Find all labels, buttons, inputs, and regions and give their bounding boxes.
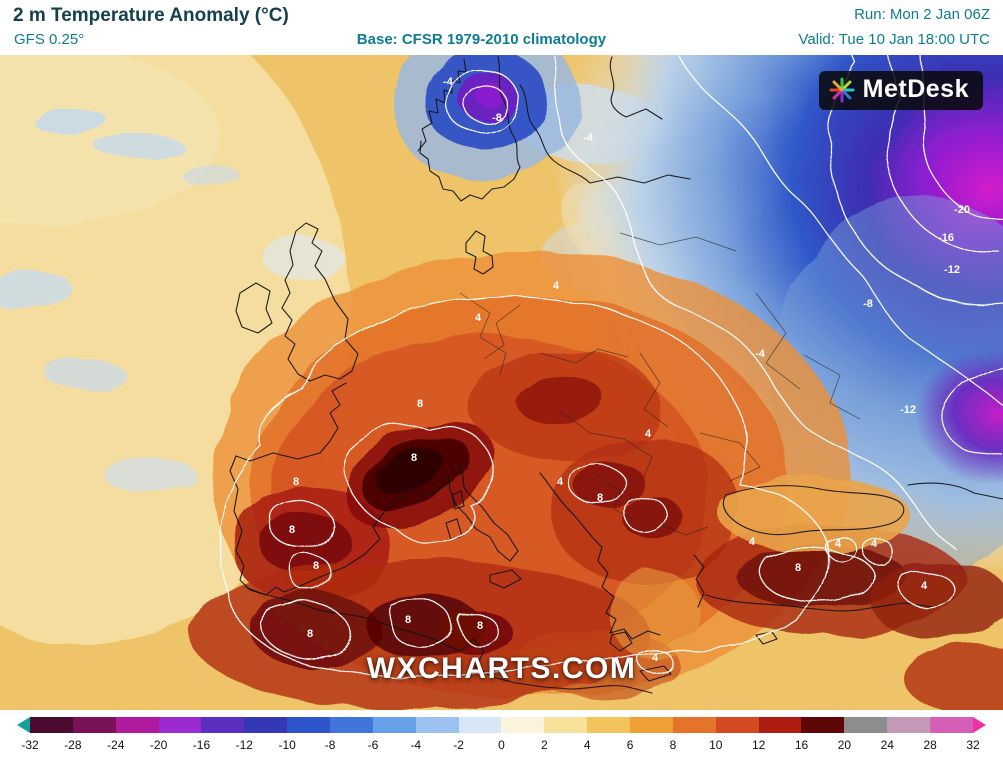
colorbar-segment bbox=[672, 717, 716, 733]
colorbar-tick-label: 6 bbox=[626, 738, 634, 752]
contour-value-label: 8 bbox=[313, 560, 319, 572]
colorbar-segment bbox=[630, 717, 673, 733]
colorbar-tick-label: -16 bbox=[192, 738, 211, 752]
colorbar: -32 -28 -24 -20 -16 -12 -10 -8 -6 -4 -2 0 2 4 6 8 10 12 16… bbox=[0, 710, 1003, 768]
contour-value-label: 4 bbox=[749, 536, 756, 548]
colorbar-tick-label: 20 bbox=[837, 738, 852, 752]
contour-value-label: 8 bbox=[405, 614, 411, 626]
contour-value-label: -20 bbox=[954, 204, 970, 216]
watermark: WXCHARTS.COM bbox=[366, 652, 637, 685]
colorbar-tick-label: 4 bbox=[583, 738, 591, 752]
contour-value-label: 4 bbox=[557, 476, 564, 488]
contour-value-label: 8 bbox=[411, 452, 417, 464]
colorbar-tick-label: 8 bbox=[669, 738, 677, 752]
colorbar-bar bbox=[17, 717, 986, 733]
contour-value-label: 8 bbox=[417, 398, 423, 410]
contour-value-label: -8 bbox=[863, 298, 873, 310]
contour-value-label: 8 bbox=[307, 628, 313, 640]
colorbar-tick-label: 24 bbox=[880, 738, 894, 752]
contour-value-label: 8 bbox=[477, 620, 483, 632]
colorbar-segment bbox=[115, 717, 159, 733]
colorbar-segment bbox=[372, 717, 416, 733]
colorbar-tick-label: -12 bbox=[235, 738, 253, 752]
colorbar-segment bbox=[544, 717, 588, 733]
colorbar-tick-label: -8 bbox=[324, 738, 336, 752]
colorbar-arrow-right bbox=[973, 717, 986, 733]
colorbar-segment bbox=[158, 717, 202, 733]
model-label: GFS 0.25° bbox=[14, 31, 85, 48]
colorbar-tick-label: -28 bbox=[64, 738, 82, 752]
run-time-label: Run: Mon 2 Jan 06Z bbox=[854, 6, 990, 23]
colorbar-segment bbox=[887, 717, 931, 733]
contour-value-label: 4 bbox=[475, 312, 482, 324]
contour-value-label: -8 bbox=[492, 112, 502, 124]
colorbar-segment bbox=[201, 717, 245, 733]
colorbar-tick-label: -20 bbox=[149, 738, 168, 752]
colorbar-tick-label: 32 bbox=[966, 738, 980, 752]
contour-value-label: 8 bbox=[597, 492, 603, 504]
colorbar-ticks: -32 -28 -24 -20 -16 -12 -10 -8 -6 -4 -2 0 2 4 6 8 10 12 16… bbox=[21, 738, 979, 756]
colorbar-segment bbox=[72, 717, 116, 733]
colorbar-segment bbox=[244, 717, 288, 733]
colorbar-segment bbox=[715, 717, 759, 733]
contour-value-label: 4 bbox=[652, 652, 659, 664]
coastlines-layer bbox=[229, 56, 1003, 694]
anomaly-fill-layer bbox=[0, 55, 1003, 710]
colorbar-tick-label: 28 bbox=[923, 738, 937, 752]
contour-value-label: -12 bbox=[944, 264, 960, 276]
colorbar-segment bbox=[844, 717, 888, 733]
colorbar-tick-label: 2 bbox=[541, 738, 548, 752]
colorbar-tick-label: 10 bbox=[709, 738, 723, 752]
base-climatology-label: Base: CFSR 1979-2010 climatology bbox=[356, 31, 607, 48]
colorbar-segment bbox=[587, 717, 631, 733]
colorbar-tick-label: -10 bbox=[278, 738, 296, 752]
contour-value-label: 8 bbox=[289, 524, 295, 536]
colorbar-tick-label: -32 bbox=[21, 738, 39, 752]
colorbar-tick-label: -2 bbox=[453, 738, 464, 752]
colorbar-tick-label: 12 bbox=[751, 738, 766, 752]
metdesk-starburst-icon bbox=[829, 77, 855, 102]
valid-time-label: Valid: Tue 10 Jan 18:00 UTC bbox=[798, 31, 991, 48]
contour-value-label: 8 bbox=[795, 562, 801, 574]
contour-value-label: -12 bbox=[900, 404, 916, 416]
contour-value-label: 4 bbox=[921, 580, 928, 592]
contour-labels-layer: -4 -8 -4 -4 -8 -12 -16 -20 -12 4 4 8 8 8 8 8 4 4 8 4 4 4 8 8 8 8 4… bbox=[289, 76, 970, 664]
colorbar-tick-label: -24 bbox=[107, 738, 125, 752]
colorbar-segment bbox=[415, 717, 459, 733]
page-title: 2 m Temperature Anomaly (°C) bbox=[13, 5, 289, 26]
contour-value-label: -4 bbox=[443, 76, 454, 88]
colorbar-segment bbox=[501, 717, 545, 733]
contour-value-label: 4 bbox=[835, 538, 842, 550]
contour-value-label: 4 bbox=[553, 280, 560, 292]
colorbar-segment bbox=[930, 717, 973, 733]
europe-anomaly-map: -4 -8 -4 -4 -8 -12 -16 -20 -12 4 4 8 8 8 8 8 4 4 8 4 4 4 8 8 8 8 4… bbox=[0, 55, 1003, 710]
contour-lines-layer bbox=[216, 55, 1003, 677]
contour-value-label: -4 bbox=[755, 348, 766, 360]
colorbar-segment bbox=[458, 717, 502, 733]
colorbar-segment bbox=[758, 717, 802, 733]
colorbar-tick-label: 0 bbox=[498, 738, 505, 752]
colorbar-segment bbox=[287, 717, 331, 733]
colorbar-segment bbox=[30, 717, 73, 733]
map-area: -4 -8 -4 -4 -8 -12 -16 -20 -12 4 4 8 8 8 8 8 4 4 8 4 4 4 8 8 8 8 4… bbox=[0, 55, 1003, 710]
colorbar-arrow-left bbox=[17, 717, 30, 733]
contour-value-label: 8 bbox=[293, 476, 299, 488]
metdesk-logo: MetDesk bbox=[818, 71, 983, 110]
colorbar-tick-label: -6 bbox=[367, 738, 379, 752]
colorbar-segment bbox=[330, 717, 373, 733]
colorbar-segments bbox=[30, 717, 973, 733]
colorbar-tick-label: 16 bbox=[794, 738, 809, 752]
colorbar-tick-label: -4 bbox=[410, 738, 422, 752]
header: 2 m Temperature Anomaly (°C) GFS 0.25° B… bbox=[0, 0, 1003, 55]
contour-value-label: 4 bbox=[871, 538, 878, 550]
contour-value-label: 4 bbox=[645, 428, 652, 440]
metdesk-logo-text: MetDesk bbox=[862, 75, 969, 103]
contour-value-label: -4 bbox=[583, 132, 594, 144]
colorbar-segment bbox=[801, 717, 845, 733]
contour-value-label: -16 bbox=[938, 232, 954, 244]
